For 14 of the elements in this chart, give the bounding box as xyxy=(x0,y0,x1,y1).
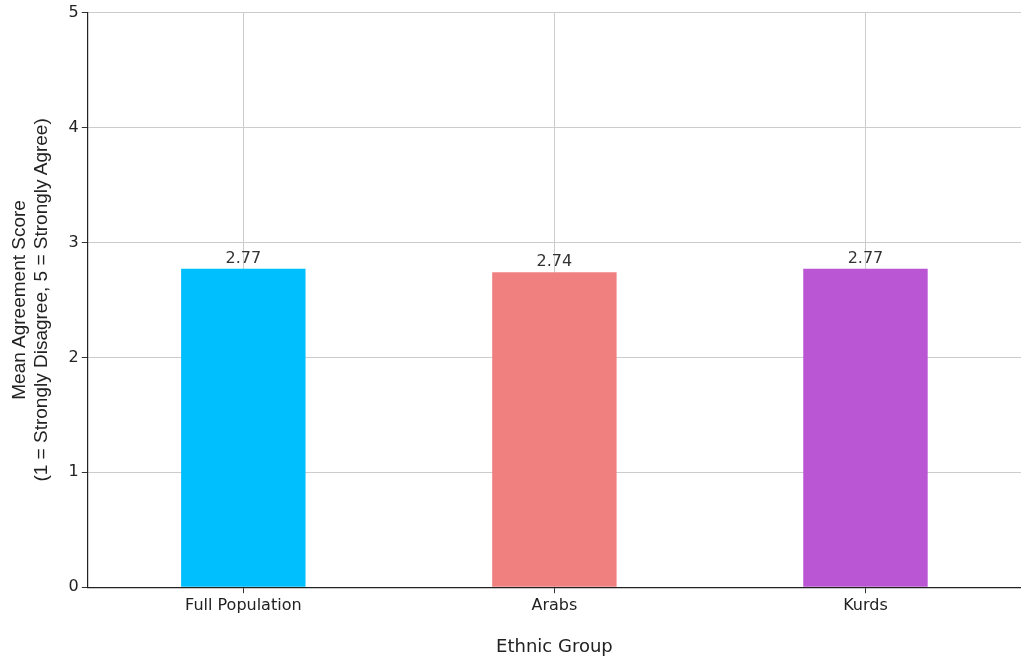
x-tick-label: Arabs xyxy=(531,594,578,614)
y-tick-label: 1 xyxy=(68,461,79,481)
y-tick-label: 3 xyxy=(68,231,79,251)
y-tick-label: 5 xyxy=(68,1,79,21)
y-tick-label: 2 xyxy=(68,346,79,366)
x-axis-title: Ethnic Group xyxy=(496,634,613,656)
data-label: 2.77 xyxy=(225,248,262,268)
y-axis-title: Mean Agreement Score (1 = Strongly Disagree, 5 = Strongly Agree) xyxy=(7,118,52,482)
y-tick-label: 4 xyxy=(68,116,79,136)
data-label: 2.77 xyxy=(847,248,884,268)
y-tick-label: 0 xyxy=(68,576,79,596)
data-label: 2.74 xyxy=(536,251,573,271)
x-tick-label: Kurds xyxy=(843,594,888,614)
x-tick-label: Full Population xyxy=(185,594,302,614)
